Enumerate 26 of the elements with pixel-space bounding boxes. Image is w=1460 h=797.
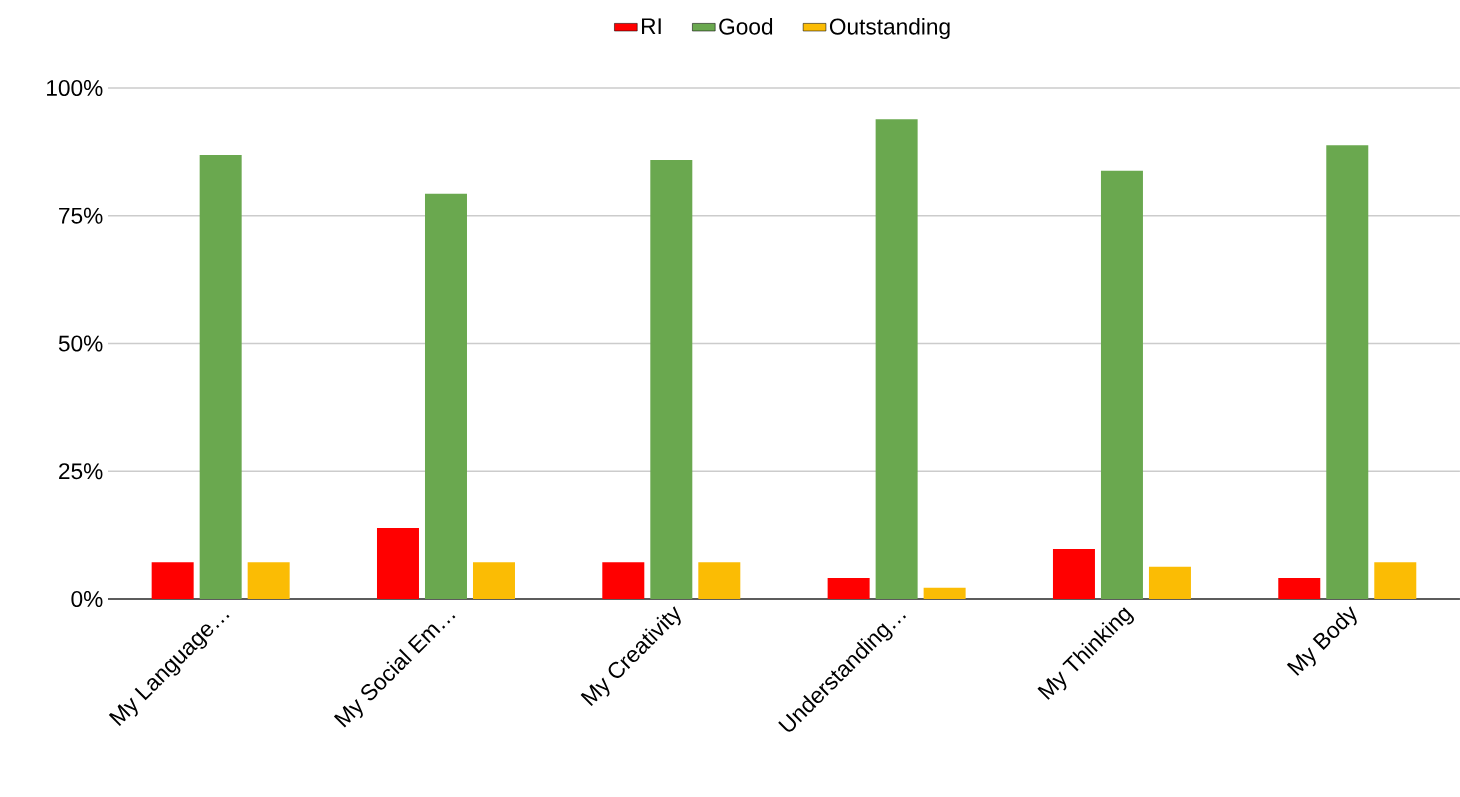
bar xyxy=(424,193,467,599)
bar xyxy=(1326,145,1369,599)
bar xyxy=(1052,548,1095,599)
bar xyxy=(602,562,645,599)
legend-label: Good xyxy=(719,17,773,35)
y-tick-label: 0% xyxy=(71,590,103,608)
bar xyxy=(827,578,870,599)
y-tick-label: 25% xyxy=(59,463,103,480)
bar xyxy=(875,119,918,599)
bar xyxy=(472,562,515,599)
bar xyxy=(698,562,741,599)
y-tick-label: 50% xyxy=(58,335,103,352)
bar xyxy=(151,562,194,599)
legend-label: RI xyxy=(642,18,661,34)
bar xyxy=(1100,170,1143,599)
bar xyxy=(923,587,966,599)
bar xyxy=(650,160,693,599)
y-tick-label: 100% xyxy=(47,79,103,97)
bar xyxy=(1374,562,1417,599)
bar xyxy=(1148,566,1191,599)
bar xyxy=(199,154,242,599)
bar xyxy=(376,527,419,599)
legend-label: Outstanding xyxy=(829,17,950,40)
bar xyxy=(1278,578,1321,599)
bar xyxy=(247,562,290,599)
y-tick-label: 75% xyxy=(59,207,103,224)
